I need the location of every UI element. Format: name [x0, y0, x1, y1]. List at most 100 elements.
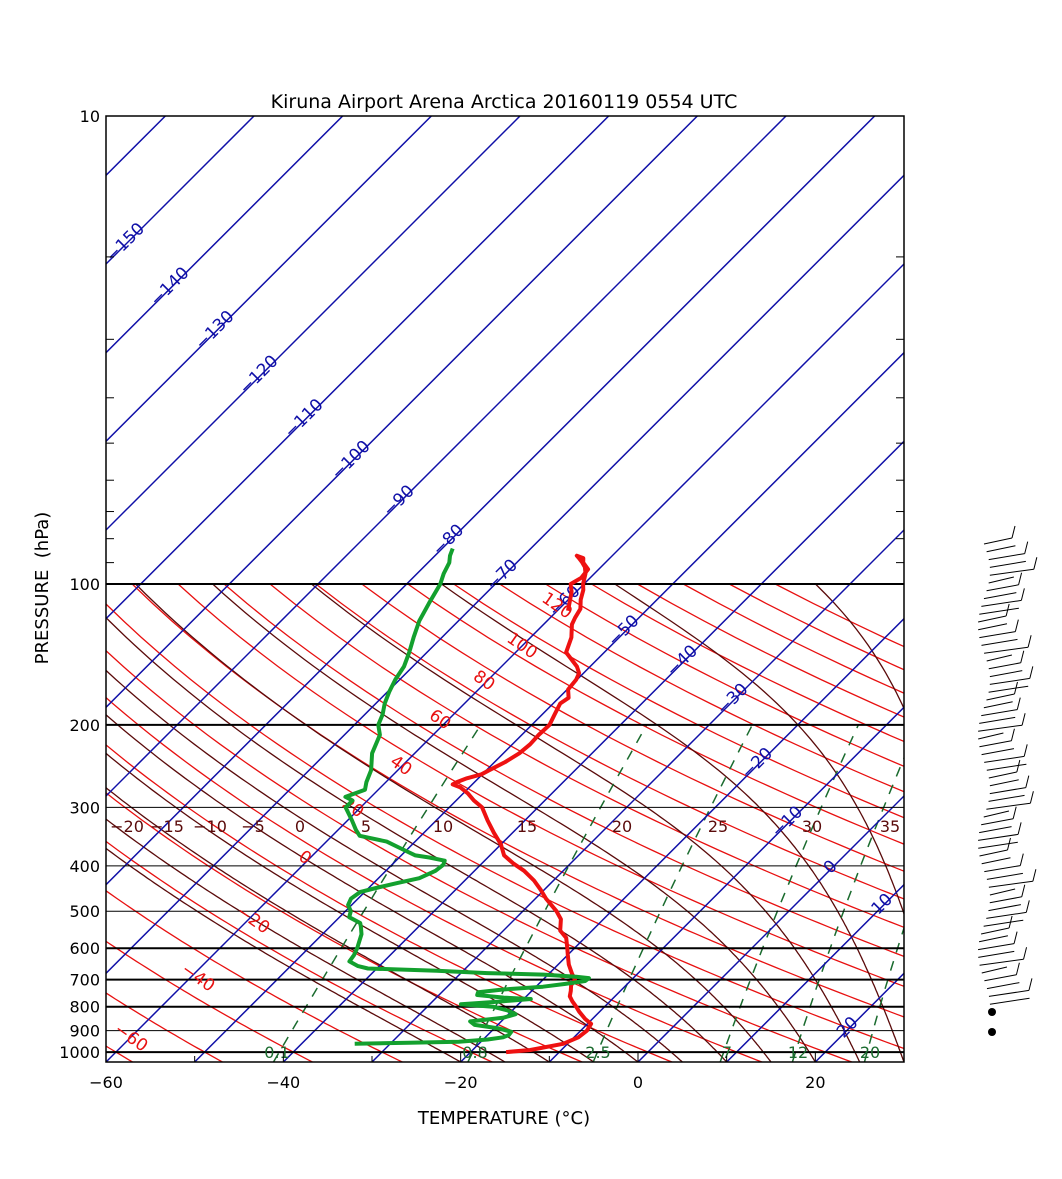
x-tick-label: 20	[805, 1073, 825, 1092]
moist-adiabat-label: 30	[802, 817, 822, 836]
mixing-ratio-line	[791, 756, 904, 1062]
isotherm-label: −120	[235, 351, 282, 398]
moist-adiabat-line	[106, 713, 639, 1062]
wind-barb-flag	[1015, 962, 1020, 975]
moist-adiabat-line	[106, 616, 728, 1062]
wind-barb-flag	[1007, 837, 1011, 851]
y-tick-label: 400	[69, 857, 100, 876]
wind-barb	[984, 974, 1017, 982]
wind-barb	[989, 888, 1016, 896]
isotherm-label: 0	[820, 856, 842, 878]
wind-barb-flag	[1020, 650, 1025, 663]
wind-barb	[989, 896, 1022, 904]
wind-barb-flag	[1032, 869, 1037, 882]
wind-barb	[979, 849, 1008, 857]
isotherm-line	[548, 706, 904, 1062]
wind-barb-flag	[1010, 728, 1015, 741]
isotherm-label: −20	[737, 744, 777, 784]
wind-barb	[984, 755, 1025, 763]
isotherm-line	[726, 883, 904, 1062]
wind-barb	[978, 833, 1019, 841]
dry-adiabat-line	[407, 583, 904, 845]
wind-barb-flag	[1029, 791, 1034, 804]
isotherm-line	[282, 440, 904, 1062]
wind-barb-flag	[1014, 619, 1019, 632]
wind-barb	[989, 997, 1030, 1005]
wind-barb	[986, 654, 1013, 662]
wind-barb-flag	[1013, 931, 1018, 944]
moist-adiabat-label: −5	[241, 817, 265, 836]
dry-adiabat-line	[106, 940, 313, 1062]
wind-barb-flag	[1017, 822, 1022, 835]
y-tick-label: 700	[69, 971, 100, 990]
wind-barb	[988, 553, 1025, 561]
dry-adiabat-line	[177, 583, 904, 988]
sounding-profiles	[343, 547, 594, 1055]
y-tick-label: 800	[69, 998, 100, 1017]
isotherm-line	[903, 1060, 904, 1062]
isotherm-label: −100	[327, 437, 374, 484]
wind-barb	[989, 677, 1030, 685]
y-tick-label: 200	[69, 716, 100, 735]
moist-adiabat-line	[311, 583, 861, 1062]
x-tick-label: −40	[266, 1073, 300, 1092]
wind-barb	[989, 670, 1023, 678]
moist-adiabat-label: −10	[193, 817, 227, 836]
wind-barbs	[977, 525, 1038, 1005]
moist-adiabat-line	[212, 583, 816, 1062]
wind-barb	[979, 716, 1016, 724]
mixing-ratio-line	[467, 724, 648, 1062]
isotherm-label: −90	[379, 481, 419, 521]
wind-barb	[979, 958, 1024, 966]
wind-barb	[978, 950, 1015, 958]
isotherm-line	[106, 116, 787, 798]
y-tick-label: 300	[69, 798, 100, 817]
mixing-ratio-lines	[272, 724, 904, 1062]
wind-barb-flag	[1023, 744, 1028, 757]
isotherm-label: −40	[662, 641, 702, 681]
moist-adiabat-line	[106, 847, 462, 1062]
wind-barb	[981, 857, 1011, 865]
wind-barb-flag	[1028, 978, 1033, 991]
wind-barb-flag	[1025, 900, 1030, 913]
wind-barb-flag	[1020, 588, 1025, 601]
moist-adiabat-label: 5	[361, 817, 371, 836]
wind-barb-flag	[1008, 915, 1013, 929]
wind-barb	[981, 966, 1008, 974]
mixing-ratio-label: 2.5	[585, 1043, 610, 1062]
isotherm-label: −70	[482, 555, 522, 595]
wind-barb-flag	[1018, 572, 1023, 585]
wind-barb-flag	[1019, 853, 1024, 866]
y-tick-label: 500	[69, 902, 100, 921]
x-axis-label: TEMPERATURE (°C)	[417, 1108, 590, 1129]
moist-adiabat-label: 15	[517, 817, 537, 836]
moist-adiabat-line	[106, 752, 595, 1062]
wind-barb	[986, 763, 1027, 771]
isotherm-label: −30	[713, 679, 753, 719]
mixing-ratio-label: 0.8	[462, 1043, 487, 1062]
dry-adiabat-label: −20	[232, 901, 273, 938]
mixing-ratio-label: 0.1	[264, 1043, 289, 1062]
x-tick-label: −60	[89, 1073, 123, 1092]
moist-adiabat-line	[441, 583, 904, 1062]
wind-barb-flag	[1025, 775, 1030, 788]
x-tick-label: −20	[444, 1073, 478, 1092]
isotherm-line	[106, 116, 876, 886]
wind-barb-flag	[1021, 713, 1026, 726]
dry-adiabat-line	[106, 696, 763, 1062]
wind-barb	[979, 740, 1012, 748]
isotherm-line	[637, 794, 904, 1062]
wind-barb	[988, 880, 1033, 888]
dry-adiabat-line	[106, 992, 223, 1062]
moist-adiabat-label: −20	[110, 817, 144, 836]
dewpoint-profile	[343, 547, 591, 1046]
mixing-ratio-line	[592, 724, 753, 1062]
wind-barb	[989, 568, 1034, 576]
wind-barb	[980, 927, 1010, 935]
dry-adiabat-line	[106, 840, 493, 1062]
wind-barb-flag	[1024, 541, 1029, 554]
isotherm-label: −160	[53, 179, 100, 226]
isotherm-line	[106, 116, 698, 709]
wind-barb-flag	[1033, 557, 1038, 570]
wind-barb	[986, 982, 1020, 990]
